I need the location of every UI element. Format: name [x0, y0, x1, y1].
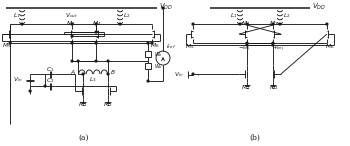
Text: $C_2$: $C_2$: [46, 77, 54, 86]
Circle shape: [21, 23, 23, 25]
Circle shape: [95, 31, 97, 33]
Circle shape: [246, 44, 248, 46]
Text: $V_{DD}$: $V_{DD}$: [159, 1, 173, 12]
Circle shape: [44, 85, 46, 87]
Text: $V_{in}$: $V_{in}$: [174, 71, 184, 79]
Text: $-i_{inj}$: $-i_{inj}$: [238, 44, 250, 54]
Text: $M_3$: $M_3$: [66, 19, 76, 28]
Circle shape: [29, 90, 31, 92]
Circle shape: [239, 23, 241, 25]
Circle shape: [71, 60, 73, 62]
Text: $M_6$: $M_6$: [325, 42, 335, 51]
Text: $M_2$: $M_2$: [103, 101, 113, 110]
Text: $L_1$: $L_1$: [230, 11, 238, 20]
Circle shape: [147, 80, 149, 82]
Circle shape: [95, 23, 97, 25]
Circle shape: [192, 73, 194, 75]
Circle shape: [82, 73, 84, 75]
Text: $M_5$: $M_5$: [2, 41, 12, 49]
Circle shape: [272, 23, 274, 25]
Text: $V_{out}$: $V_{out}$: [64, 11, 78, 20]
Text: $L_2$: $L_2$: [123, 11, 131, 20]
Text: $M_3$: $M_3$: [269, 19, 279, 28]
Circle shape: [71, 42, 73, 44]
Text: $M_4$: $M_4$: [92, 19, 102, 28]
Text: $M_5$: $M_5$: [185, 42, 195, 51]
Circle shape: [192, 23, 194, 25]
Text: $V_{in}$: $V_{in}$: [14, 76, 23, 85]
Circle shape: [151, 42, 153, 44]
Text: (a): (a): [79, 134, 89, 142]
Text: $V_{DD}$: $V_{DD}$: [312, 1, 326, 12]
Circle shape: [326, 23, 328, 25]
Circle shape: [246, 42, 248, 44]
Circle shape: [246, 23, 248, 25]
Text: $L_3$: $L_3$: [89, 76, 97, 85]
Circle shape: [95, 60, 97, 62]
Text: $M_1$: $M_1$: [78, 101, 88, 110]
Circle shape: [147, 42, 149, 44]
Circle shape: [95, 42, 97, 44]
Text: $M_2$: $M_2$: [269, 84, 279, 92]
Circle shape: [119, 23, 121, 25]
Text: $M_1$: $M_1$: [241, 84, 251, 92]
Text: $L_2$: $L_2$: [283, 11, 290, 20]
Text: $W_b$: $W_b$: [154, 50, 163, 59]
Text: $L_1$: $L_1$: [13, 11, 20, 20]
Circle shape: [162, 7, 164, 9]
Circle shape: [71, 35, 73, 37]
Text: $M_4$: $M_4$: [241, 19, 251, 28]
Text: $I_{ref}$: $I_{ref}$: [166, 42, 176, 51]
Text: (b): (b): [250, 134, 260, 142]
Circle shape: [279, 23, 281, 25]
Bar: [145, 51, 151, 57]
Circle shape: [272, 44, 274, 46]
Circle shape: [77, 60, 79, 62]
Circle shape: [71, 23, 73, 25]
Circle shape: [272, 42, 274, 44]
Text: $A$: $A$: [70, 68, 76, 76]
Text: $W_b$: $W_b$: [154, 62, 163, 71]
Text: $B$: $B$: [110, 68, 116, 76]
Circle shape: [107, 73, 109, 75]
Text: $C_1$: $C_1$: [46, 65, 54, 73]
Text: $M_6$: $M_6$: [150, 41, 160, 49]
Circle shape: [107, 60, 109, 62]
Circle shape: [9, 42, 11, 44]
Text: $+i_{inj}$: $+i_{inj}$: [272, 44, 284, 54]
Bar: [145, 63, 151, 69]
